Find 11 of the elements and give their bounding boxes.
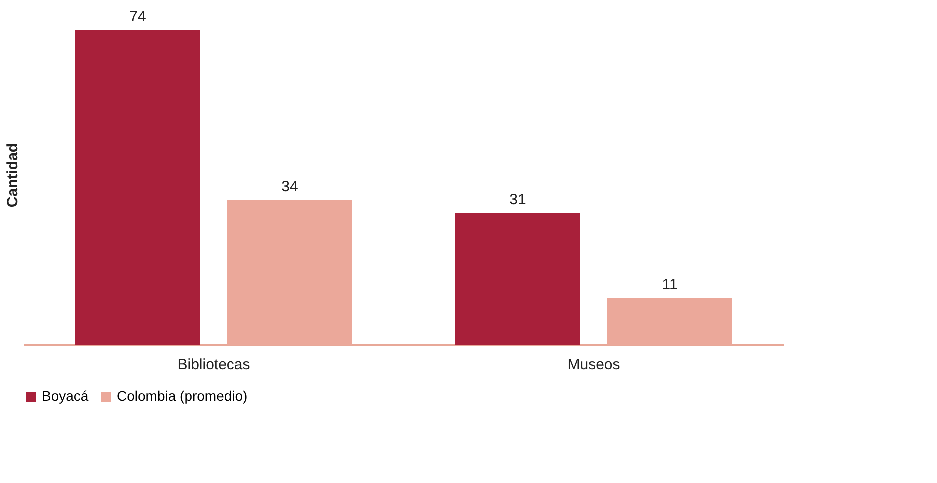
y-axis-title: Cantidad bbox=[4, 143, 22, 208]
bar bbox=[456, 213, 580, 345]
data-label: 74 bbox=[130, 8, 146, 26]
legend-label: Colombia (promedio) bbox=[117, 388, 248, 404]
x-tick-label: Museos bbox=[568, 356, 620, 374]
legend-label: Boyacá bbox=[42, 388, 89, 404]
x-tick-label: Bibliotecas bbox=[178, 356, 250, 374]
data-label: 34 bbox=[282, 178, 298, 196]
bar bbox=[76, 30, 200, 345]
data-label: 11 bbox=[662, 276, 678, 294]
data-label: 31 bbox=[510, 191, 526, 208]
